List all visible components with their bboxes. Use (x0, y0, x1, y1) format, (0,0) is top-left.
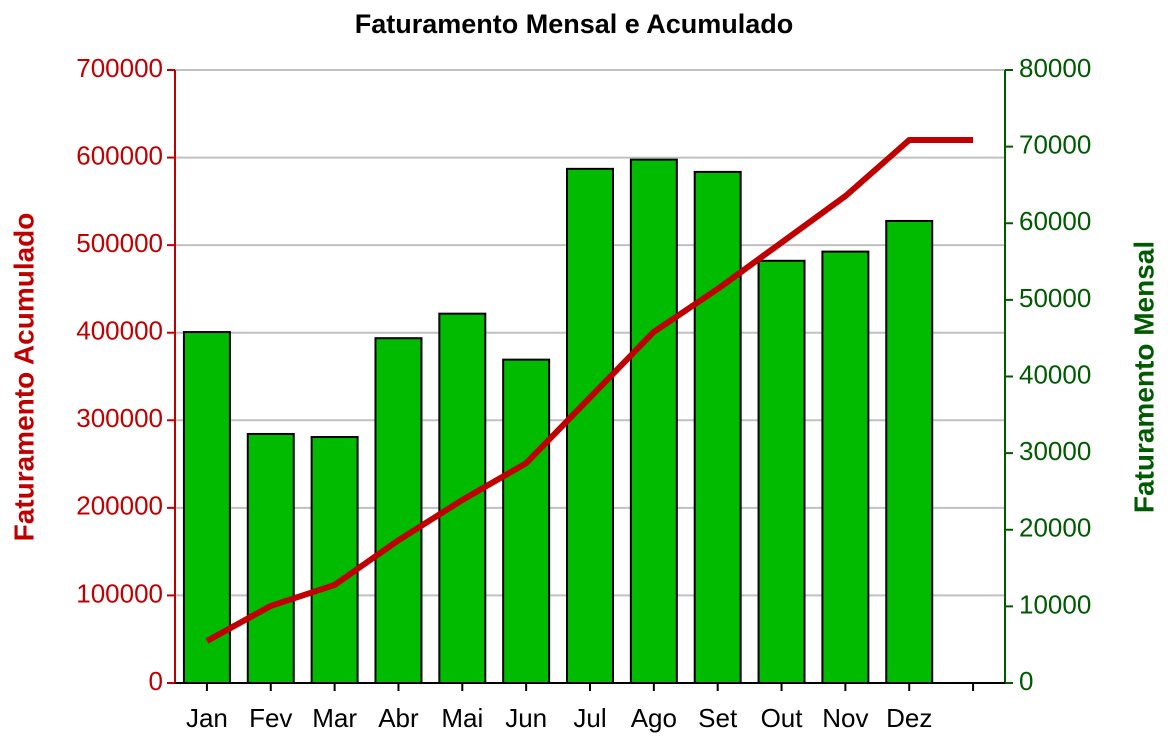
y2-tick-label: 60000 (1019, 206, 1091, 236)
bar (885, 219, 934, 684)
y2-tick-label: 40000 (1019, 359, 1091, 389)
y2-tick-label: 20000 (1019, 513, 1091, 543)
x-tick-label: Set (698, 703, 738, 733)
x-tick-label: Ago (631, 703, 677, 733)
y2-tick-label: 10000 (1019, 589, 1091, 619)
x-tick-label: Fev (249, 703, 292, 733)
x-tick-label: Abr (378, 703, 419, 733)
bar (566, 167, 614, 684)
line (205, 137, 974, 644)
x-tick-label: Mai (441, 703, 483, 733)
bar (821, 250, 870, 684)
x-tick-label: Jul (573, 703, 606, 733)
y2-tick-label: 30000 (1019, 436, 1091, 466)
bar (374, 337, 423, 684)
y-tick-label: 500000 (76, 228, 163, 258)
bar (757, 259, 806, 684)
y-axis-title: Faturamento Acumulado (8, 213, 39, 542)
x-tick-label: Mar (312, 703, 357, 733)
y-tick-label: 400000 (76, 316, 163, 346)
y2-axis-title: Faturamento Mensal (1128, 241, 1159, 513)
bar (182, 331, 231, 684)
bar (502, 358, 551, 684)
y-tick-label: 100000 (76, 578, 163, 608)
y2-tick-label: 80000 (1019, 53, 1091, 83)
x-tick-label: Out (761, 703, 804, 733)
y-tick-label: 300000 (76, 403, 163, 433)
bar (310, 436, 359, 684)
y2-tick-label: 50000 (1019, 283, 1091, 313)
y2-tick-label: 70000 (1019, 130, 1091, 160)
x-tick-label: Jun (505, 703, 547, 733)
y-tick-label: 200000 (76, 491, 163, 521)
y-tick-label: 700000 (76, 53, 163, 83)
x-tick-label: Jan (186, 703, 228, 733)
x-tick-label: Nov (822, 703, 868, 733)
bar (693, 170, 742, 684)
bar (246, 432, 295, 684)
x-tick-label: Dez (886, 703, 932, 733)
y2-tick-label: 0 (1019, 666, 1033, 696)
y-tick-label: 600000 (76, 140, 163, 170)
chart-title: Faturamento Mensal e Acumulado (355, 9, 794, 39)
y-tick-label: 0 (149, 666, 163, 696)
bar (629, 158, 678, 684)
